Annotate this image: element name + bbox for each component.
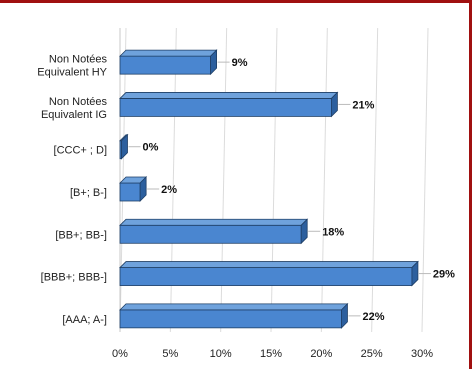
- bar: [119, 91, 339, 118]
- gridline: [220, 27, 228, 333]
- gridline: [371, 27, 379, 333]
- data-label: 21%: [352, 99, 374, 111]
- x-tick-label: 0%: [112, 348, 128, 360]
- bar: [119, 302, 349, 329]
- data-label: 0%: [143, 142, 159, 154]
- category-label: [CCC+ ; D]: [54, 145, 107, 157]
- category-label: Non Notées Equivalent HY: [37, 54, 107, 79]
- data-label: 2%: [161, 184, 177, 196]
- category-label: [B+; B-]: [70, 187, 107, 199]
- bar: [119, 260, 419, 287]
- data-label: 29%: [433, 269, 455, 281]
- x-tick-label: 10%: [210, 348, 232, 360]
- bar: [119, 176, 148, 202]
- data-label: 9%: [232, 57, 248, 69]
- category-label: [AAA; A-]: [62, 314, 107, 326]
- category-label: [BB+; BB-]: [55, 229, 107, 241]
- data-label: 22%: [362, 311, 384, 323]
- x-tick-label: 25%: [361, 348, 383, 360]
- bar: [119, 49, 218, 76]
- x-tick-label: 20%: [310, 348, 332, 360]
- x-tick-label: 5%: [162, 348, 178, 360]
- data-label: 18%: [322, 226, 344, 238]
- bar: [119, 133, 129, 160]
- gridline: [270, 27, 278, 333]
- category-label: Non Notées Equivalent IG: [41, 96, 108, 121]
- x-tick-label: 15%: [260, 348, 282, 360]
- gridline: [320, 27, 328, 333]
- category-label: [BBB+; BBB-]: [41, 272, 107, 284]
- x-tick-label: 30%: [411, 348, 433, 360]
- gridline: [421, 27, 429, 333]
- bar: [119, 218, 309, 245]
